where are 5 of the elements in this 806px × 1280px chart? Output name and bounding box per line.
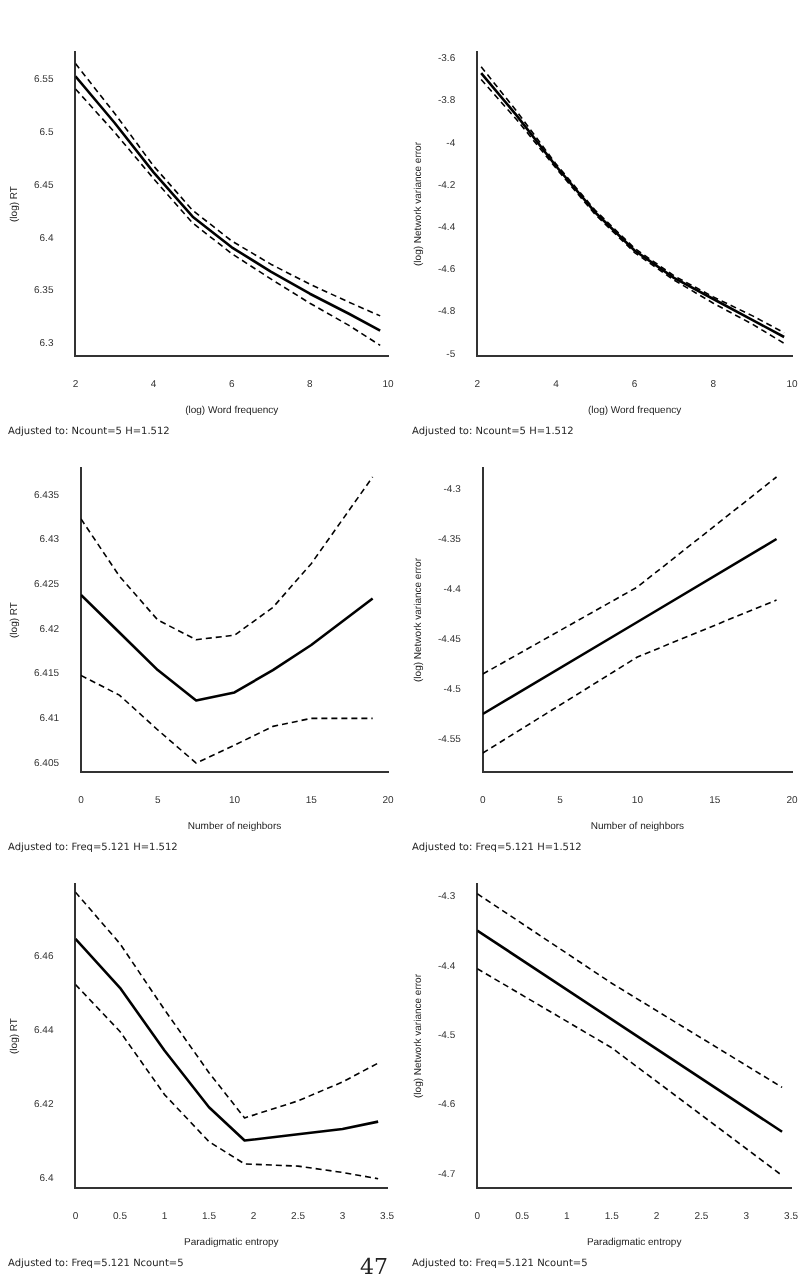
line-series: [75, 983, 379, 1180]
line-series: [81, 674, 374, 764]
line-series: [75, 891, 379, 1119]
line-series: [81, 476, 374, 641]
text: 47: [360, 1254, 388, 1280]
